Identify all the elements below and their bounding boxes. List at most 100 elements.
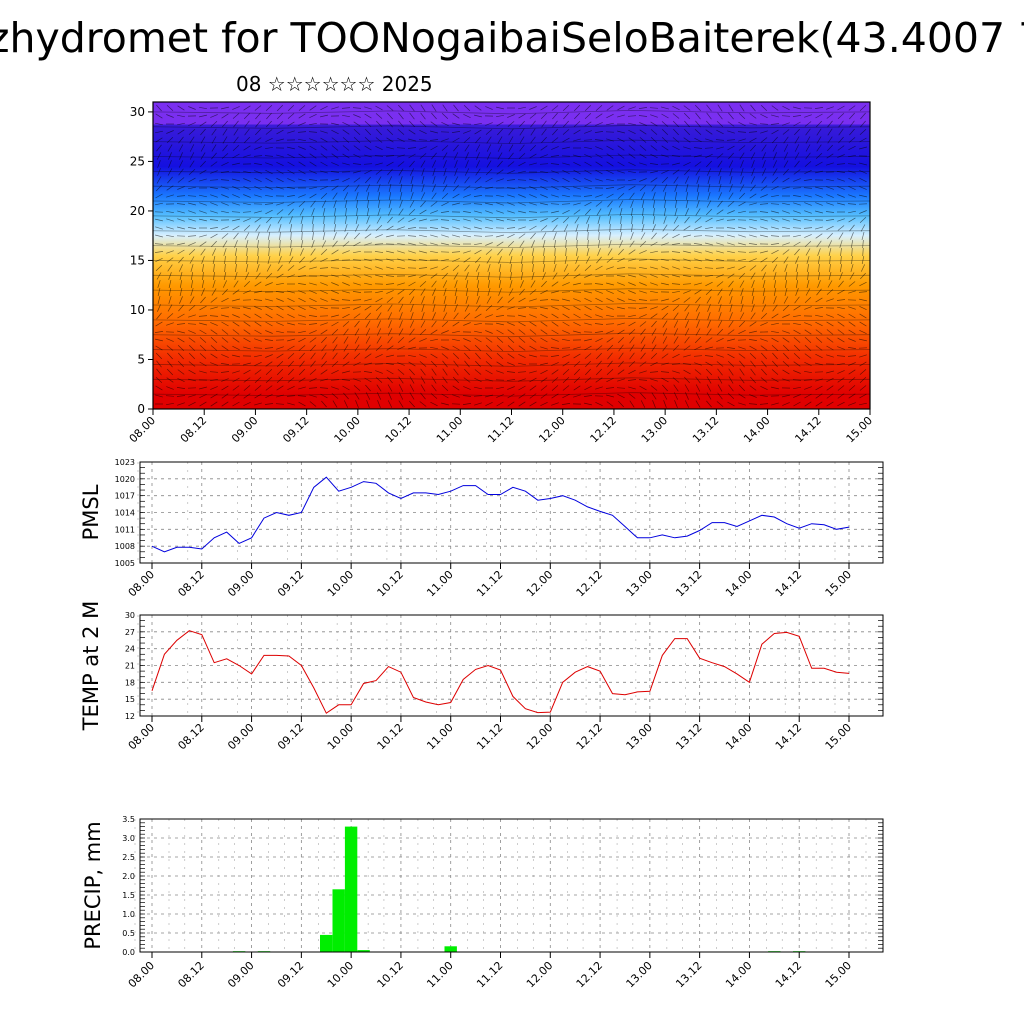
y-tick-label: 1008 — [115, 542, 135, 551]
cross-section-panel: 0 5 10 15 20 25 30 08.00 08.12 09.00 09.12 10.00 10.… — [127, 101, 875, 445]
contour-line — [152, 154, 871, 159]
contour-line — [152, 109, 871, 115]
x-tick-label: 09.12 — [275, 568, 306, 599]
wind-barbs — [154, 104, 868, 408]
precip-bar — [332, 889, 345, 952]
x-tick-label: 11.12 — [485, 414, 516, 445]
x-tick-label: 14.12 — [773, 721, 804, 752]
y-axis-label: TEMP at 2 M — [79, 601, 103, 732]
contour-line — [152, 303, 871, 308]
x-tick-label: 11.00 — [424, 959, 455, 990]
y-tick-label: 1017 — [115, 492, 135, 501]
series-line — [151, 476, 850, 553]
x-tick-label: 13.00 — [624, 568, 655, 599]
y-tick-label: 1011 — [115, 525, 135, 534]
x-tick-label: 12.00 — [536, 414, 567, 445]
contour-line — [152, 124, 871, 130]
y-axis-label: PMSL — [79, 484, 103, 540]
series-line — [151, 630, 850, 714]
contour-line — [152, 273, 871, 278]
y-tick-label: 2.0 — [122, 872, 135, 881]
x-tick-label: 09.00 — [229, 414, 260, 445]
y-tick-label: 15 — [125, 695, 135, 704]
x-tick-label: 08.00 — [126, 959, 157, 990]
y-tick-label: 10 — [130, 303, 145, 317]
x-tick-label: 08.12 — [175, 959, 206, 990]
y-tick-label: 2.5 — [122, 853, 135, 862]
precip-bar — [344, 826, 358, 952]
x-tick-label: 08.00 — [126, 568, 157, 599]
y-tick-label: 27 — [125, 628, 135, 637]
y-tick-label: 1.5 — [122, 891, 135, 900]
x-tick-label: 10.12 — [375, 959, 406, 990]
precip-bar — [320, 934, 333, 952]
y-tick-label: 30 — [125, 611, 135, 620]
x-tick-label: 08.12 — [178, 414, 209, 445]
y-tick-label: 21 — [125, 662, 135, 671]
y-tick-label: 20 — [130, 204, 145, 218]
x-tick-label: 15.00 — [844, 414, 875, 445]
x-tick-label: 09.12 — [280, 414, 311, 445]
figure-title: zhydromet for TOONogaibaiSeloBaiterek(43… — [0, 14, 1024, 62]
x-tick-label: 09.00 — [225, 959, 256, 990]
x-tick-label: 14.00 — [741, 414, 772, 445]
x-tick-label: 10.00 — [325, 959, 356, 990]
x-tick-label: 09.12 — [275, 959, 306, 990]
x-tick-label: 10.00 — [325, 721, 356, 752]
x-tick-label: 14.00 — [723, 721, 754, 752]
precip-bar — [357, 950, 370, 952]
contour-line — [152, 258, 871, 263]
x-tick-label: 14.12 — [773, 959, 804, 990]
x-tick-label: 11.00 — [424, 721, 455, 752]
x-tick-label: 08.00 — [126, 721, 157, 752]
x-tick-label: 13.12 — [673, 721, 704, 752]
y-tick-label: 12 — [125, 712, 135, 721]
x-tick-label: 14.12 — [773, 568, 804, 599]
x-tick-label: 15.00 — [823, 721, 854, 752]
y-tick-label: 25 — [130, 154, 145, 168]
contour-line — [152, 377, 871, 382]
figure-subtitle: 08 ☆☆☆☆☆☆ 2025 — [236, 72, 433, 96]
x-tick-label: 14.00 — [723, 959, 754, 990]
x-tick-label: 13.12 — [690, 414, 721, 445]
contour-line — [152, 243, 871, 249]
x-tick-label: 09.00 — [225, 721, 256, 752]
x-tick-label: 11.00 — [424, 568, 455, 599]
x-tick-label: 09.00 — [225, 568, 256, 599]
y-tick-label: 5 — [137, 352, 145, 366]
y-tick-label: 0.5 — [122, 929, 135, 938]
precip-bar — [444, 946, 457, 952]
x-tick-label: 11.00 — [434, 414, 465, 445]
y-tick-label: 3.0 — [122, 834, 135, 843]
x-tick-label: 13.00 — [624, 721, 655, 752]
y-tick-label: 1023 — [115, 458, 135, 467]
x-tick-label: 14.12 — [792, 414, 823, 445]
y-tick-label: 24 — [125, 645, 135, 654]
contour-line — [152, 228, 871, 234]
contour-line — [152, 199, 871, 204]
plot-frame — [139, 818, 884, 953]
x-tick-label: 12.12 — [574, 721, 605, 752]
x-tick-label: 12.00 — [524, 568, 555, 599]
x-tick-label: 15.00 — [823, 959, 854, 990]
x-tick-label: 12.00 — [524, 959, 555, 990]
y-tick-label: 18 — [125, 678, 135, 687]
x-tick-label: 13.12 — [673, 959, 704, 990]
y-tick-label: 30 — [130, 105, 145, 119]
contour-line — [152, 317, 871, 323]
y-tick-label: 3.5 — [122, 815, 135, 824]
x-tick-label: 15.00 — [823, 568, 854, 599]
contour-line — [152, 213, 871, 219]
x-tick-label: 13.00 — [624, 959, 655, 990]
x-tick-label: 10.12 — [383, 414, 414, 445]
temperature-panel: 12 15 18 21 24 27 30 TEMP at 2 M 08.00 08.12 09.00… — [79, 601, 884, 752]
x-tick-label: 11.12 — [474, 721, 505, 752]
y-tick-label: 1014 — [115, 509, 135, 518]
x-tick-label: 11.12 — [474, 568, 505, 599]
contour-line — [152, 332, 871, 338]
x-tick-label: 14.00 — [723, 568, 754, 599]
x-tick-label: 12.12 — [574, 959, 605, 990]
x-tick-label: 13.12 — [673, 568, 704, 599]
x-tick-label: 12.12 — [588, 414, 619, 445]
